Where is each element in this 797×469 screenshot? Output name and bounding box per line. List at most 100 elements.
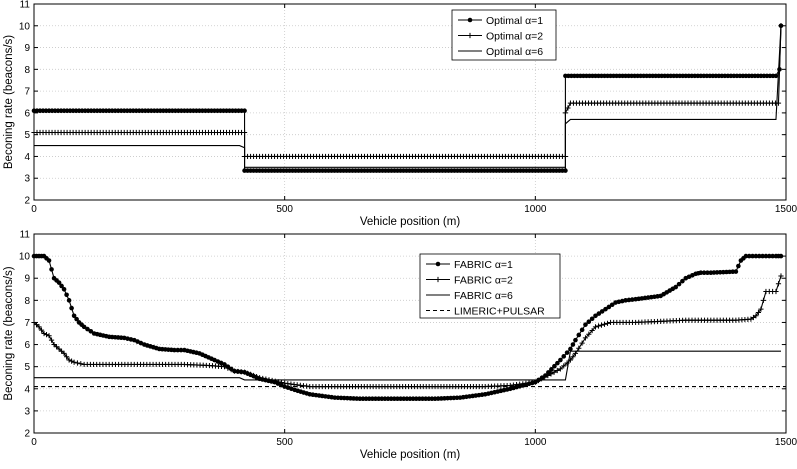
- data-point: [680, 278, 685, 284]
- data-point: [565, 105, 571, 111]
- data-point: [61, 350, 67, 356]
- data-point: [66, 357, 72, 363]
- x-tick-label: 1500: [775, 204, 797, 215]
- y-tick-label: 8: [24, 65, 30, 76]
- legend-entry: Optimal α=6: [458, 46, 543, 58]
- data-point: [85, 326, 90, 332]
- data-point: [750, 253, 755, 259]
- y-axis-label: Beconing rate (beacons/s): [3, 35, 15, 169]
- legend-entry: FABRIC α=2: [426, 274, 513, 286]
- x-tick-label: 500: [276, 437, 293, 448]
- data-point: [74, 360, 81, 366]
- data-point: [46, 258, 52, 263]
- data-point: [228, 367, 234, 373]
- y-tick-label: 5: [24, 362, 30, 373]
- legend-label: LIMERIC+PULSAR: [454, 305, 545, 317]
- legend-entry: FABRIC α=6: [426, 290, 513, 302]
- data-point: [558, 357, 563, 363]
- data-point: [603, 306, 608, 312]
- data-point: [66, 298, 72, 303]
- data-point: [242, 108, 247, 114]
- data-point: [61, 286, 67, 292]
- data-point: [48, 337, 55, 343]
- series-3: [34, 25, 782, 168]
- data-point: [770, 253, 775, 259]
- data-point: [676, 281, 682, 287]
- series-line: [34, 350, 781, 381]
- series-group: [31, 253, 786, 402]
- data-point: [63, 354, 70, 360]
- chart-panels: 0 500 1000 1500 2 3 4 5 6 7 8 9 10 11 Vehicle position…: [3, 0, 797, 461]
- x-tick-label: 0: [31, 437, 37, 448]
- series-1: [31, 23, 784, 173]
- data-point: [583, 322, 588, 327]
- legend: Optimal α=1 Optimal α=2 Optimal α=6: [451, 9, 557, 61]
- y-tick-label: 7: [24, 318, 30, 329]
- data-point: [568, 346, 573, 352]
- data-point: [49, 267, 54, 272]
- data-point: [595, 323, 602, 329]
- x-tick-label: 1000: [524, 204, 547, 215]
- y-axis-label: Beconing rate (beacons/s): [3, 266, 15, 400]
- data-point: [253, 374, 260, 380]
- data-point: [71, 359, 77, 365]
- data-point: [241, 369, 248, 375]
- data-point: [705, 270, 710, 275]
- x-axis-label: Vehicle position (m): [360, 449, 461, 461]
- data-point: [557, 366, 563, 372]
- data-point: [755, 309, 762, 316]
- data-point: [629, 297, 635, 302]
- y-tick-label: 11: [20, 230, 31, 241]
- legend-entry: Optimal α=2: [458, 30, 543, 42]
- legend-label: Optimal α=1: [486, 15, 543, 27]
- y-tick-label: 2: [24, 429, 30, 440]
- legend-entry: LIMERIC+PULSAR: [426, 305, 545, 317]
- data-point: [564, 350, 570, 355]
- data-point: [178, 347, 184, 353]
- data-point: [589, 327, 595, 334]
- ticks: 0 500 1000 1500 2 3 4 5 6 7 8 9 10 11: [19, 230, 797, 449]
- y-tick-label: 8: [24, 296, 30, 307]
- series-2: [31, 273, 784, 390]
- data-point: [250, 372, 257, 379]
- x-tick-label: 0: [31, 204, 37, 215]
- y-tick-label: 7: [24, 87, 30, 98]
- data-point: [172, 347, 177, 353]
- data-point: [269, 377, 275, 384]
- data-point: [69, 305, 74, 311]
- data-point: [562, 110, 569, 116]
- y-tick-label: 3: [24, 174, 30, 185]
- data-point: [71, 313, 77, 319]
- legend-box: [419, 253, 561, 319]
- data-point: [59, 283, 64, 289]
- data-point: [760, 253, 765, 259]
- data-point: [563, 168, 568, 173]
- data-point: [64, 292, 69, 298]
- y-tick-label: 9: [24, 43, 30, 54]
- y-tick-label: 3: [24, 406, 30, 417]
- data-point: [609, 302, 615, 308]
- data-point: [601, 321, 608, 327]
- data-point: [56, 280, 62, 285]
- data-point: [753, 313, 759, 319]
- data-point: [579, 340, 585, 346]
- x-tick-label: 1500: [775, 437, 797, 448]
- data-point: [758, 306, 764, 312]
- data-point: [593, 313, 598, 319]
- data-point: [778, 273, 784, 279]
- data-point: [74, 316, 79, 322]
- data-point: [760, 297, 767, 303]
- data-point: [592, 324, 599, 330]
- data-point: [746, 253, 752, 259]
- data-point: [598, 322, 605, 328]
- series-2: [31, 23, 784, 160]
- data-point: [586, 319, 592, 325]
- data-point: [561, 354, 567, 359]
- data-point: [582, 335, 589, 341]
- data-point: [46, 333, 52, 339]
- data-point: [733, 269, 739, 274]
- data-point: [701, 270, 707, 275]
- data-point: [551, 369, 557, 375]
- legend-label: Optimal α=6: [486, 46, 543, 58]
